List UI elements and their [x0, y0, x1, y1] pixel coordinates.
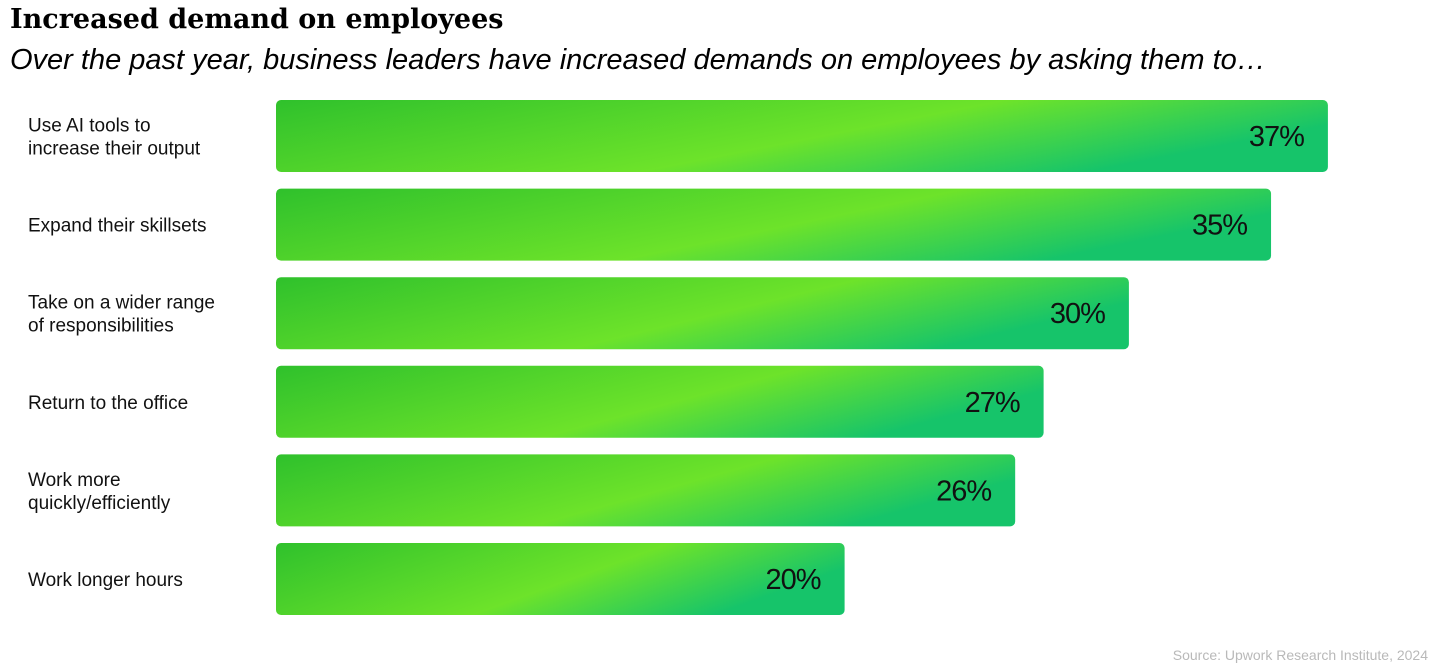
category-label-line: quickly/efficiently: [28, 493, 171, 514]
category-label-line: Use AI tools to: [28, 116, 151, 137]
category-label-6: Work longer hours: [28, 570, 183, 591]
value-label-6: 20%: [766, 564, 821, 596]
category-label-line: Work longer hours: [28, 570, 183, 591]
chart-title: Increased demand on employees: [10, 4, 504, 35]
category-label-1: Use AI tools to increase their output: [28, 116, 201, 160]
category-label-line: Take on a wider range: [28, 293, 215, 314]
bar-5: [276, 454, 1016, 527]
category-label-3: Take on a wider range of responsibilities: [28, 293, 215, 337]
value-label-2: 35%: [1192, 210, 1247, 242]
bar-6: [276, 543, 845, 615]
bar-3: [276, 277, 1129, 350]
bar-2: [276, 188, 1272, 261]
value-label-4: 27%: [965, 387, 1020, 419]
chart-subtitle: Over the past year, business leaders hav…: [10, 44, 1266, 76]
category-label-line: of responsibilities: [28, 316, 174, 337]
category-label-line: Work more: [28, 470, 121, 491]
category-label-5: Work more quickly/efficiently: [28, 470, 171, 514]
value-label-5: 26%: [936, 475, 991, 507]
category-label-line: Return to the office: [28, 393, 188, 414]
category-label-2: Expand their skillsets: [28, 216, 206, 237]
value-label-1: 37%: [1249, 121, 1304, 153]
category-label-4: Return to the office: [28, 393, 188, 414]
category-label-line: increase their output: [28, 139, 201, 160]
bars-group: 37% Use AI tools to increase their output 3…: [28, 100, 1328, 615]
value-label-3: 30%: [1050, 298, 1105, 330]
bar-1: [276, 100, 1328, 172]
category-label-line: Expand their skillsets: [28, 216, 206, 237]
source-note: Source: Upwork Research Institute, 2024: [1172, 647, 1428, 663]
bar-4: [276, 365, 1044, 438]
